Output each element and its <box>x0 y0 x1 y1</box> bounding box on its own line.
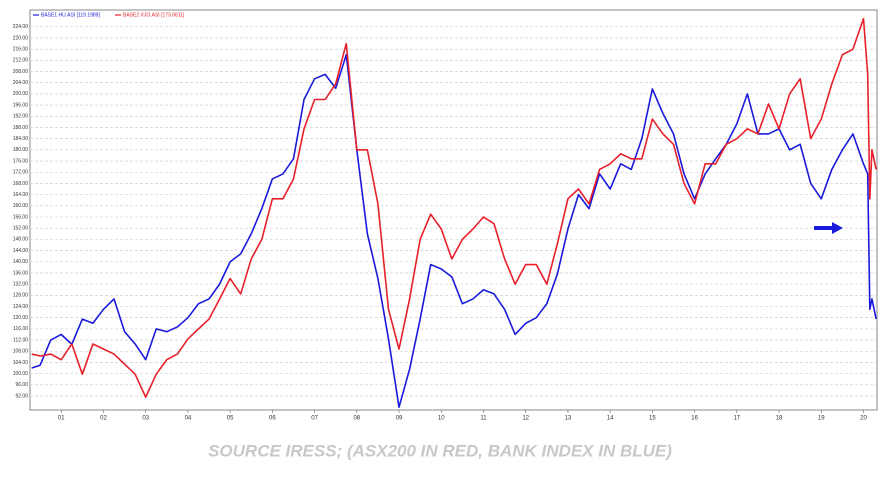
series-line <box>31 53 877 408</box>
x-tick-label: 18 <box>776 416 783 422</box>
x-tick-label: 14 <box>607 416 614 422</box>
y-tick-label: 208.00 <box>13 69 29 75</box>
caption: SOURCE IRESS; (ASX200 IN RED, BANK INDEX… <box>208 441 672 460</box>
x-tick-label: 08 <box>353 416 360 422</box>
x-tick-label: 04 <box>185 416 192 422</box>
y-tick-label: 124.00 <box>13 304 29 310</box>
x-tick-label: 09 <box>396 416 403 422</box>
grid <box>30 26 877 413</box>
x-tick-label: 11 <box>480 416 487 422</box>
y-tick-label: 192.00 <box>13 114 29 120</box>
y-tick-label: 168.00 <box>13 181 29 187</box>
x-tick-label: 03 <box>142 416 149 422</box>
y-tick-label: 180.00 <box>13 147 29 153</box>
y-tick-label: 160.00 <box>13 203 29 209</box>
legend-label: BASE1 HU.ASI [119.1989] <box>41 12 100 18</box>
x-tick-label: 19 <box>818 416 825 422</box>
x-tick-label: 20 <box>860 416 867 422</box>
y-tick-label: 144.00 <box>13 248 29 254</box>
y-tick-label: 172.00 <box>13 170 29 176</box>
y-tick-label: 156.00 <box>13 214 29 220</box>
x-tick-label: 01 <box>58 416 65 422</box>
y-tick-label: 104.00 <box>13 360 29 366</box>
y-tick-label: 128.00 <box>13 293 29 299</box>
x-tick-label: 02 <box>100 416 107 422</box>
series-line <box>31 17 877 398</box>
y-tick-label: 212.00 <box>13 58 29 64</box>
arrow <box>814 222 843 234</box>
x-tick-label: 06 <box>269 416 276 422</box>
x-tick-label: 16 <box>691 416 698 422</box>
legend-label: BASE2 XJO.ASI [173.6611] <box>123 12 185 18</box>
y-tick-label: 132.00 <box>13 281 29 287</box>
x-tick-label: 07 <box>311 416 318 422</box>
plot-frame <box>29 9 878 411</box>
y-tick-label: 96.00 <box>15 382 28 388</box>
y-tick-label: 112.00 <box>13 337 28 343</box>
marks <box>31 17 877 408</box>
x-tick-label: 05 <box>227 416 234 422</box>
y-tick-label: 196.00 <box>13 102 29 108</box>
y-tick-label: 176.00 <box>13 158 29 164</box>
y-tick-label: 164.00 <box>13 192 29 198</box>
y-tick-label: 184.00 <box>13 136 29 142</box>
y-tick-label: 120.00 <box>13 315 29 321</box>
y-tick-label: 136.00 <box>13 270 29 276</box>
y-tick-label: 200.00 <box>13 91 29 97</box>
y-tick-label: 108.00 <box>13 349 29 355</box>
y-tick-label: 204.00 <box>13 80 29 86</box>
x-tick-label: 12 <box>522 416 529 422</box>
y-tick-label: 188.00 <box>13 125 29 131</box>
x-tick-label: 17 <box>733 416 740 422</box>
y-tick-label: 220.00 <box>13 35 29 41</box>
y-tick-label: 152.00 <box>13 226 29 232</box>
y-tick-label: 148.00 <box>13 237 29 243</box>
y-tick-label: 224.00 <box>13 24 29 30</box>
y-tick-label: 100.00 <box>13 371 29 377</box>
y-tick-label: 216.00 <box>13 46 29 52</box>
x-tick-label: 13 <box>565 416 572 422</box>
x-tick-label: 15 <box>649 416 656 422</box>
x-tick-label: 10 <box>438 416 445 422</box>
y-tick-label: 140.00 <box>13 259 29 265</box>
y-tick-label: 92.00 <box>15 393 28 399</box>
y-tick-label: 116.00 <box>13 326 28 332</box>
